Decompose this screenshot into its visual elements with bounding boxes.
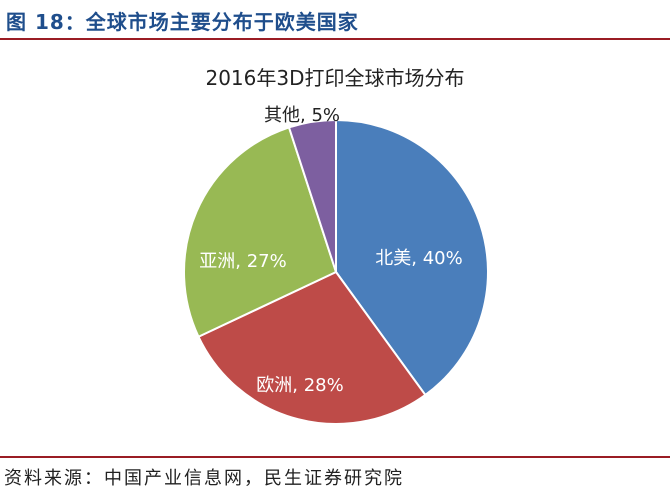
chart-title: 2016年3D打印全球市场分布 <box>205 66 465 90</box>
pie-label-2: 欧洲, 28% <box>256 375 343 396</box>
figure-title: 图 18：全球市场主要分布于欧美国家 <box>6 10 359 34</box>
pie-label-1: 北美, 40% <box>375 248 462 269</box>
pie-slice-3 <box>183 126 338 339</box>
pie-slice-1 <box>335 118 489 397</box>
pie-label-3: 亚洲, 27% <box>199 251 286 272</box>
pie-slices <box>183 118 489 425</box>
pie-slice-4 <box>287 118 337 273</box>
footer-divider <box>0 456 670 458</box>
pie-slice-2 <box>197 270 427 425</box>
pie-labels: 北美, 40% 欧洲, 28% 亚洲, 27% 其他, 5% <box>199 105 462 396</box>
figure-source: 资料来源：中国产业信息网，民生证券研究院 <box>4 468 404 489</box>
pie-label-4: 其他, 5% <box>264 105 340 126</box>
header-divider <box>0 38 670 40</box>
figure-header: 图 18：全球市场主要分布于欧美国家 <box>0 0 670 40</box>
